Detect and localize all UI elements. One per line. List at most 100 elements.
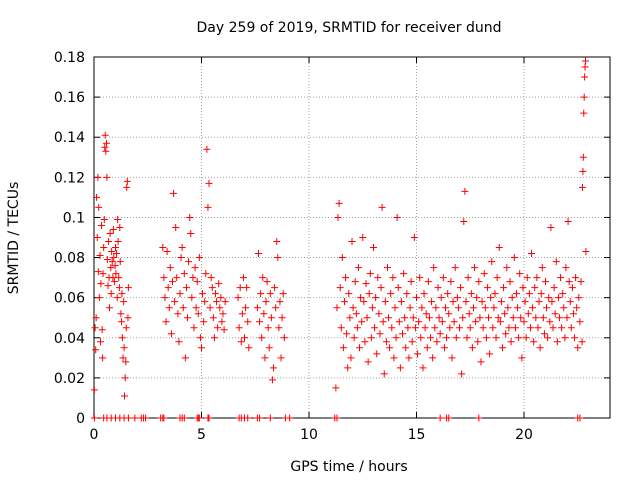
data-point-marker: [509, 314, 517, 322]
data-point-marker: [459, 314, 467, 322]
data-point-marker: [94, 173, 102, 181]
data-point-marker: [211, 290, 219, 298]
data-point-marker: [399, 330, 407, 338]
x-axis-label: GPS time / hours: [290, 459, 407, 475]
data-point-marker: [364, 358, 372, 366]
data-point-marker: [547, 223, 555, 231]
data-point-marker: [124, 314, 132, 322]
data-point-marker: [258, 334, 266, 342]
data-point-marker: [374, 274, 382, 282]
data-point-marker: [383, 264, 391, 272]
data-point-marker: [114, 238, 122, 246]
data-point-marker: [236, 284, 244, 292]
data-point-marker: [177, 254, 185, 262]
data-point-marker: [456, 324, 463, 332]
data-point-marker: [238, 310, 246, 318]
data-point-marker: [235, 324, 243, 332]
data-point-marker: [415, 318, 423, 326]
data-point-marker: [500, 284, 508, 292]
data-point-marker: [275, 324, 283, 332]
data-point-marker: [507, 338, 515, 346]
data-point-marker: [525, 290, 533, 298]
x-tick-label: 15: [408, 427, 426, 443]
data-point-marker: [377, 284, 385, 292]
data-point-marker: [529, 304, 537, 312]
y-axis-label: SRMTID / TECUs: [6, 182, 22, 295]
data-point-marker: [253, 304, 261, 312]
data-point-marker: [111, 262, 119, 270]
data-point-marker: [182, 284, 190, 292]
data-point-marker: [368, 304, 376, 312]
data-point-marker: [514, 304, 522, 312]
data-point-marker: [526, 324, 534, 332]
data-point-marker: [555, 314, 563, 322]
x-tick-label: 0: [90, 427, 99, 443]
data-point-marker: [581, 73, 589, 81]
data-point-marker: [579, 153, 587, 161]
data-point-marker: [522, 334, 530, 342]
data-point-marker: [452, 334, 460, 342]
data-point-marker: [520, 318, 528, 326]
data-point-marker: [375, 310, 383, 318]
data-point-marker: [95, 203, 103, 211]
data-point-marker: [578, 338, 586, 346]
data-point-marker: [435, 314, 443, 322]
data-point-marker: [518, 354, 526, 362]
data-point-marker: [549, 324, 557, 332]
data-point-marker: [413, 294, 420, 302]
data-point-marker: [499, 344, 506, 352]
data-point-marker: [515, 334, 523, 342]
data-point-marker: [116, 258, 124, 266]
data-point-marker: [187, 229, 195, 237]
data-point-marker: [243, 284, 251, 292]
data-point-marker: [458, 370, 466, 378]
data-point-marker: [273, 238, 281, 246]
data-point-marker: [380, 370, 388, 378]
data-point-marker: [550, 284, 558, 292]
data-point-marker: [568, 284, 576, 292]
data-point-marker: [90, 386, 98, 394]
data-point-marker: [159, 244, 167, 252]
data-point-marker: [497, 298, 505, 306]
data-point-marker: [120, 344, 128, 352]
data-point-marker: [571, 334, 579, 342]
data-point-marker: [449, 298, 457, 306]
data-point-marker: [448, 354, 456, 362]
data-point-marker: [93, 193, 101, 201]
data-point-marker: [476, 314, 484, 322]
data-point-marker: [348, 238, 356, 246]
data-point-marker: [457, 284, 465, 292]
data-point-marker: [419, 364, 427, 372]
data-point-marker: [167, 330, 175, 338]
data-point-marker: [207, 274, 215, 282]
data-point-marker: [103, 173, 111, 181]
data-point-marker: [108, 258, 116, 266]
data-point-marker: [277, 354, 285, 362]
data-point-marker: [104, 282, 112, 290]
data-point-marker: [209, 314, 217, 322]
data-point-marker: [278, 314, 286, 322]
data-point-marker: [575, 294, 583, 302]
data-point-marker: [108, 248, 116, 256]
data-point-marker: [573, 304, 581, 312]
data-point-marker: [118, 334, 126, 342]
data-point-marker: [517, 314, 525, 322]
data-point-marker: [528, 250, 536, 258]
data-point-marker: [180, 414, 188, 422]
data-point-marker: [170, 189, 178, 197]
y-tick-label: 0.06: [54, 291, 85, 307]
data-point-marker: [408, 338, 416, 346]
data-point-marker: [402, 344, 410, 352]
data-point-marker: [171, 298, 179, 306]
data-points: [90, 57, 590, 422]
data-point-marker: [431, 324, 439, 332]
data-point-marker: [360, 298, 368, 306]
data-point-marker: [342, 274, 350, 282]
data-point-marker: [473, 294, 481, 302]
data-point-marker: [523, 274, 531, 282]
data-point-marker: [487, 294, 495, 302]
data-point-marker: [337, 324, 345, 332]
data-point-marker: [97, 280, 105, 288]
data-point-marker: [361, 338, 369, 346]
